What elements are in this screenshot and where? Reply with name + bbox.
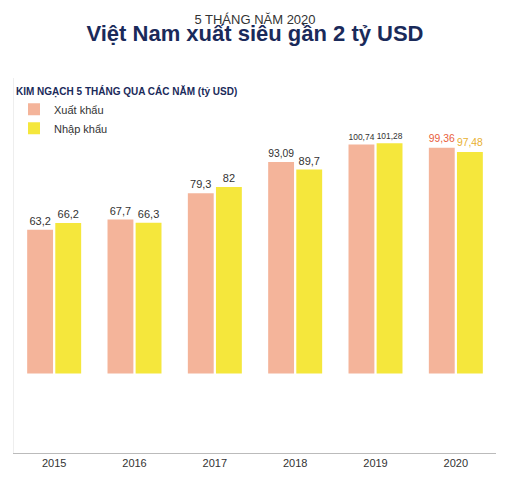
svg-text:66,3: 66,3 bbox=[138, 208, 159, 220]
svg-text:2020: 2020 bbox=[444, 457, 468, 469]
svg-text:2015: 2015 bbox=[42, 457, 66, 469]
svg-text:2019: 2019 bbox=[363, 457, 387, 469]
svg-text:66,2: 66,2 bbox=[58, 208, 79, 220]
svg-text:2016: 2016 bbox=[122, 457, 146, 469]
svg-text:Xuất khẩu: Xuất khẩu bbox=[54, 104, 104, 116]
svg-text:82: 82 bbox=[223, 172, 235, 184]
svg-text:79,3: 79,3 bbox=[190, 178, 211, 190]
svg-text:93,09: 93,09 bbox=[268, 148, 294, 159]
svg-text:2018: 2018 bbox=[283, 457, 307, 469]
svg-text:2017: 2017 bbox=[203, 457, 227, 469]
svg-text:KIM NGẠCH 5 THÁNG QUA CÁC NĂM: KIM NGẠCH 5 THÁNG QUA CÁC NĂM (tỷ USD) bbox=[16, 85, 237, 98]
svg-text:5 THÁNG NĂM 2020Việt Nam xuất: 5 THÁNG NĂM 2020Việt Nam xuất siêu gần 2… bbox=[86, 12, 423, 46]
svg-text:100,74: 100,74 bbox=[349, 132, 375, 142]
svg-text:89,7: 89,7 bbox=[299, 155, 320, 167]
svg-text:97,48: 97,48 bbox=[457, 137, 483, 148]
svg-text:99,36: 99,36 bbox=[429, 133, 455, 144]
svg-text:Nhập khẩu: Nhập khẩu bbox=[54, 123, 107, 135]
svg-text:63,2: 63,2 bbox=[29, 215, 50, 227]
svg-text:101,28: 101,28 bbox=[377, 131, 403, 141]
svg-text:67,7: 67,7 bbox=[110, 205, 131, 217]
